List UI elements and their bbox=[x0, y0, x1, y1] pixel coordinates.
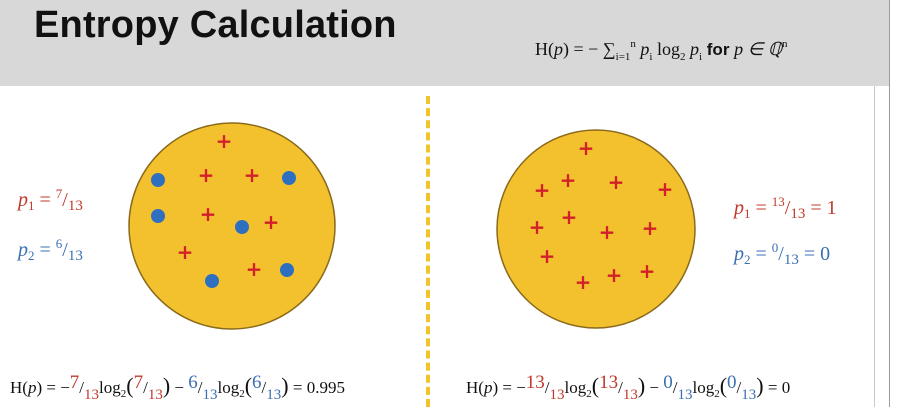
entropy-definition-formula: H(p) = − ∑i=1n pi log2 pi for p ∈ ℚn bbox=[535, 38, 788, 63]
left-dot-marker bbox=[205, 274, 219, 288]
left-entropy-formula: H(p) = −7/13log2(7/13) − 6/13log2(6/13) … bbox=[10, 372, 345, 403]
left-plus-marker: + bbox=[200, 202, 217, 226]
left-p2-label: p2 = 6/13 bbox=[18, 236, 83, 264]
frame-border bbox=[889, 0, 890, 407]
panel-divider bbox=[426, 96, 430, 407]
right-plus-marker: + bbox=[599, 220, 616, 244]
diagram-canvas: ++ ++ +++ ++ ++ +++ + +++++ bbox=[128, 122, 696, 330]
left-plus-marker: + bbox=[263, 210, 280, 234]
right-plus-marker: + bbox=[608, 170, 625, 194]
right-sample-markers: ++ ++ +++ + +++++ bbox=[529, 136, 674, 294]
right-plus-marker: + bbox=[642, 216, 659, 240]
right-p1-label: p1 = 13/13 = 1 bbox=[734, 194, 837, 222]
right-entropy-formula: H(p) = −13/13log2(13/13) − 0/13log2(0/13… bbox=[466, 372, 791, 403]
left-plus-marker: + bbox=[216, 129, 233, 153]
left-dot-marker bbox=[151, 173, 165, 187]
right-plus-marker: + bbox=[639, 259, 656, 283]
left-plus-marker: + bbox=[244, 163, 261, 187]
left-dot-marker bbox=[151, 209, 165, 223]
right-plus-marker: + bbox=[606, 263, 623, 287]
left-plus-marker: + bbox=[198, 163, 215, 187]
right-plus-marker: + bbox=[578, 136, 595, 160]
right-plus-marker: + bbox=[539, 244, 556, 268]
right-plus-marker: + bbox=[561, 205, 578, 229]
left-sample-markers: ++ ++ +++ bbox=[151, 129, 296, 288]
left-sample-circle bbox=[128, 122, 336, 330]
left-dot-marker bbox=[282, 171, 296, 185]
left-p1-label: p1 = 7/13 bbox=[18, 186, 83, 214]
right-plus-marker: + bbox=[534, 178, 551, 202]
header-bar: Entropy Calculation H(p) = − ∑i=1n pi lo… bbox=[0, 0, 890, 86]
right-plus-marker: + bbox=[575, 270, 592, 294]
right-plus-marker: + bbox=[657, 177, 674, 201]
page-title: Entropy Calculation bbox=[34, 4, 397, 46]
frame-inner-border bbox=[874, 86, 875, 407]
left-plus-marker: + bbox=[246, 257, 263, 281]
left-plus-marker: + bbox=[177, 240, 194, 264]
right-p2-label: p2 = 0/13 = 0 bbox=[734, 240, 831, 268]
right-plus-marker: + bbox=[560, 168, 577, 192]
right-sample-circle bbox=[496, 129, 696, 329]
left-dot-marker bbox=[280, 263, 294, 277]
left-dot-marker bbox=[235, 220, 249, 234]
right-plus-marker: + bbox=[529, 215, 546, 239]
